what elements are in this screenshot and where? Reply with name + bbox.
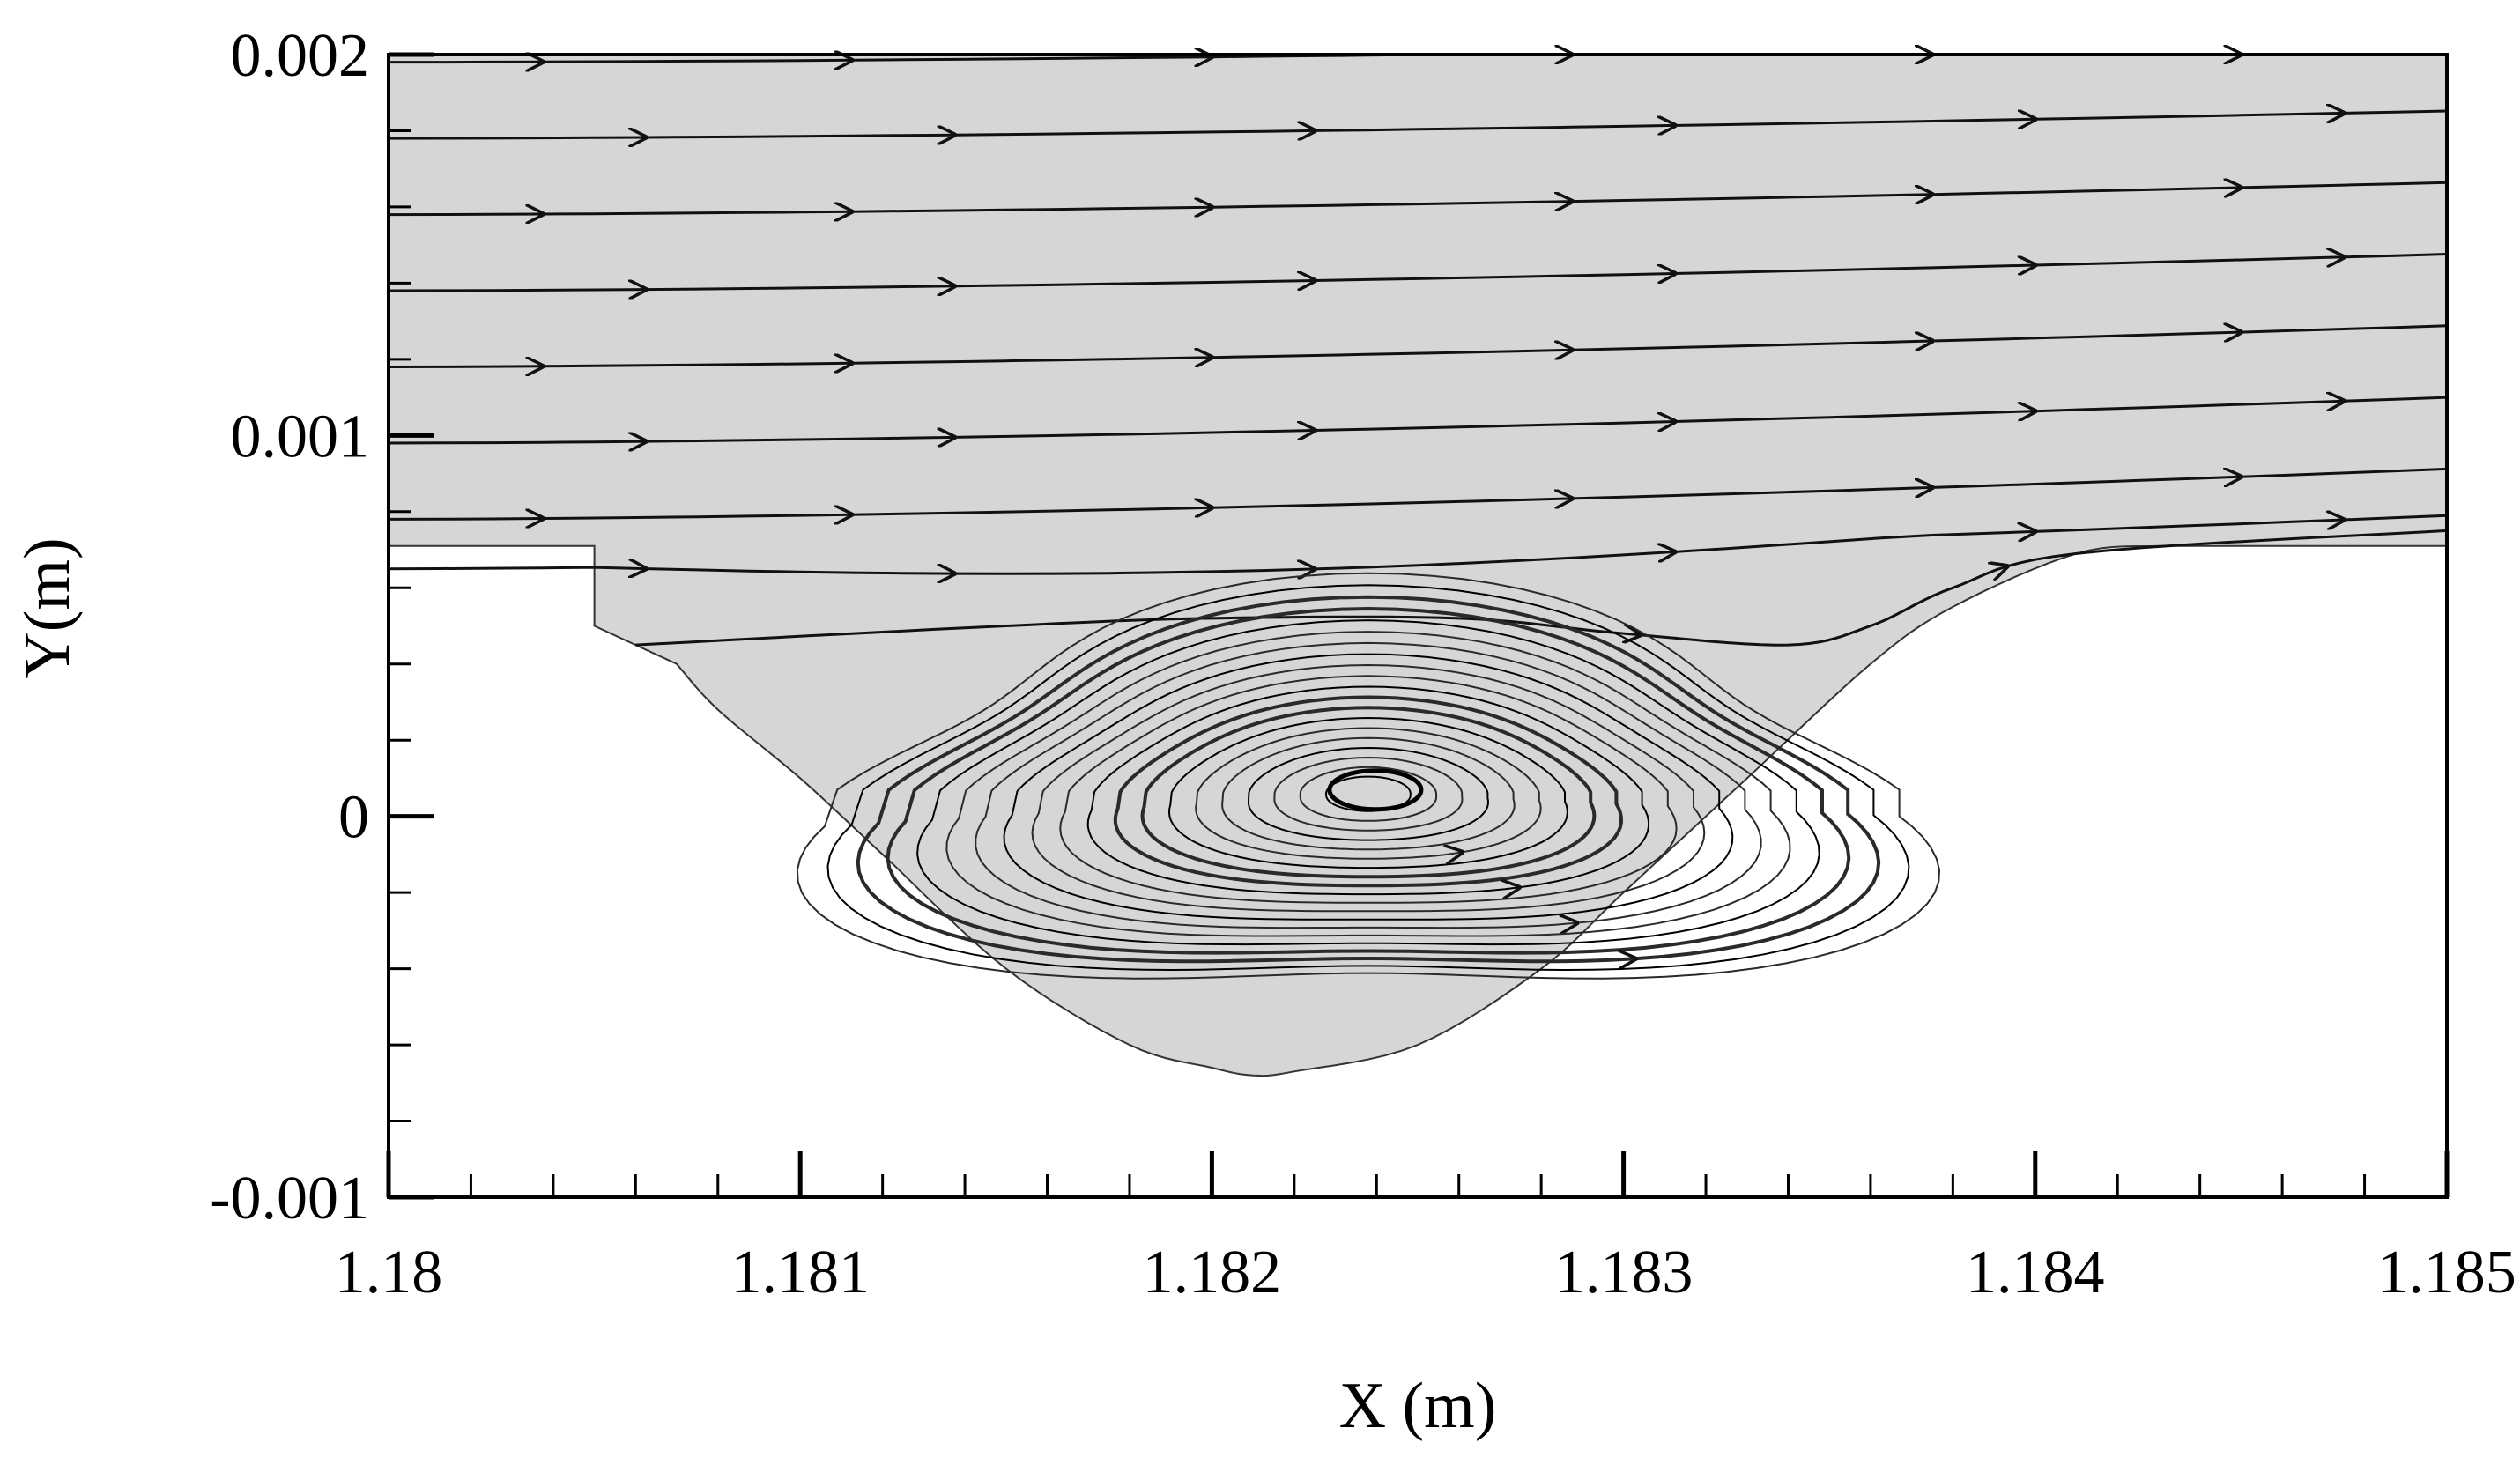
plot-frame: [387, 53, 2449, 1199]
vortex-loop: [1247, 746, 1490, 841]
streamline: [388, 109, 2448, 140]
streamline: [388, 467, 2448, 521]
x-axis-title: X (m): [1339, 1370, 1497, 1442]
axis-labels: X (m) Y(m): [11, 537, 1496, 1442]
y-axis-title: Y(m): [11, 537, 84, 678]
vortex-loop: [1140, 706, 1597, 879]
vortex-loop: [916, 619, 1820, 946]
vortex-loop: [1059, 675, 1678, 904]
vortex-loop: [826, 584, 1910, 972]
x-tick-label: 1.183: [1554, 1239, 1694, 1306]
x-tick-label: 1.182: [1143, 1239, 1282, 1306]
streamline: [388, 514, 2448, 575]
vortex-loop: [1299, 766, 1438, 822]
vortex-core: [1327, 768, 1424, 812]
recirculation-vortex: [796, 572, 1941, 980]
vortex-loop: [796, 572, 1941, 980]
streamline: [388, 253, 2448, 292]
x-tick-label: 1.185: [2377, 1239, 2516, 1306]
x-tick-label: 1.184: [1966, 1239, 2105, 1306]
vortex-loop: [1031, 663, 1706, 913]
y-tick-label: 0: [338, 784, 369, 852]
streamline: [388, 181, 2448, 217]
y-tick-label: 0.001: [231, 403, 370, 470]
streamline: [388, 324, 2448, 368]
vortex-loop: [1221, 736, 1516, 851]
x-tick-label: 1.18: [335, 1239, 443, 1306]
streamline: [388, 396, 2448, 445]
y-tick-label: -0.001: [210, 1165, 369, 1232]
y-tick-label: 0.002: [231, 22, 370, 90]
axes: 1.18 1.181 1.182 1.183 1.184 1.185 0.002 0.001 0…: [210, 22, 2516, 1306]
vortex-loop: [945, 631, 1791, 937]
vortex-loop: [886, 606, 1851, 955]
vortex-loop: [1167, 716, 1568, 869]
vortex-loop: [1273, 756, 1464, 832]
x-tick-label: 1.181: [730, 1239, 870, 1306]
